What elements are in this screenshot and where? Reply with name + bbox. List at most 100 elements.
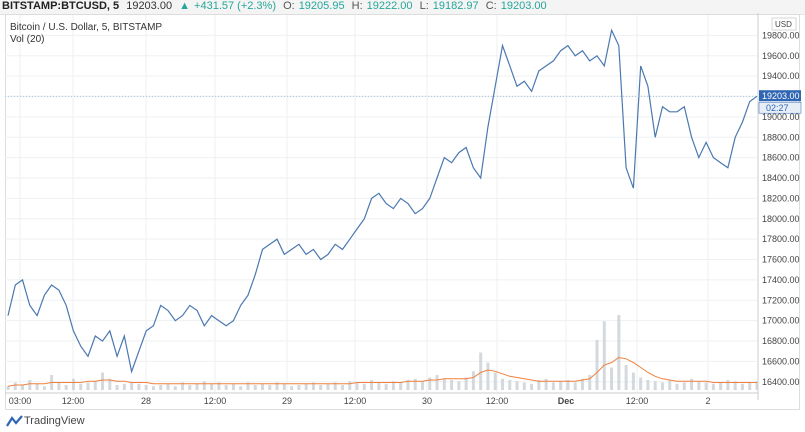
volume-bar	[551, 382, 555, 390]
volume-bar	[239, 386, 243, 390]
volume-bar	[660, 382, 664, 390]
y-tick-label: 19400.00	[762, 71, 800, 81]
volume-bar	[210, 383, 214, 390]
volume-bar	[602, 321, 606, 390]
volume-bar	[341, 385, 345, 390]
volume-bar	[486, 362, 490, 390]
volume-bar	[413, 378, 417, 390]
volume-bar	[493, 372, 497, 390]
y-tick-label: 17200.00	[762, 295, 800, 305]
y-tick-label: 16400.00	[762, 377, 800, 387]
volume-bar	[108, 378, 112, 390]
volume-bar	[159, 385, 163, 390]
currency-label: USD	[775, 20, 792, 29]
y-tick-label: 18800.00	[762, 132, 800, 142]
volume-bar	[217, 382, 221, 390]
tradingview-brand[interactable]: TradingView	[24, 415, 85, 427]
high-label: H:	[351, 0, 363, 12]
volume-bar	[297, 385, 301, 390]
chart-legend-title: Bitcoin / U.S. Dollar, 5, BITSTAMP	[10, 22, 163, 33]
volume-bar	[726, 380, 730, 390]
volume-bar	[588, 375, 592, 390]
volume-bar	[595, 340, 599, 390]
volume-bar	[311, 382, 315, 390]
close-label: C:	[485, 0, 497, 12]
volume-bar	[610, 367, 614, 390]
volume-bar	[181, 382, 185, 390]
volume-bar	[464, 377, 468, 390]
volume-ma-line	[7, 356, 757, 387]
price-chart[interactable]: 16400.00 16600.00 16800.00 17000.00 17200.00…	[0, 0, 805, 410]
volume-bar	[508, 380, 512, 390]
volume-bar	[639, 377, 643, 390]
volume-bar	[537, 380, 541, 390]
volume-bar	[377, 382, 381, 390]
x-tick-label: Dec	[558, 396, 575, 406]
price-line	[7, 28, 758, 374]
y-tick-label: 18200.00	[762, 193, 800, 203]
volume-bar	[631, 372, 635, 390]
chart-area[interactable]	[5, 14, 800, 410]
symbol-header: BITSTAMP:BTCUSD, 5 19203.00 ▲ +431.57 (+2…	[0, 0, 805, 15]
volume-bar	[653, 381, 657, 390]
volume-bar	[304, 383, 308, 390]
y-tick-label: 16600.00	[762, 356, 800, 366]
volume-bar	[755, 381, 759, 390]
volume-bar	[333, 382, 337, 390]
low-value: 19182.97	[432, 0, 479, 12]
y-tick-label: 18000.00	[762, 214, 800, 224]
volume-bar	[151, 386, 155, 390]
y-tick-label: 17600.00	[762, 255, 800, 265]
volume-bar	[544, 378, 548, 390]
volume-bar	[522, 382, 526, 390]
y-tick-label: 18400.00	[762, 173, 800, 183]
volume-bar	[224, 385, 228, 390]
countdown-bg	[758, 101, 802, 114]
x-tick-label: 12:00	[626, 396, 649, 406]
volume-bar	[391, 381, 395, 390]
volume-bar	[719, 382, 723, 390]
volume-bar	[559, 381, 563, 390]
volume-bar	[282, 383, 286, 390]
y-tick-label: 19800.00	[762, 30, 800, 40]
volume-bar	[42, 386, 46, 390]
volume-bar	[173, 386, 177, 390]
volume-bar	[246, 382, 250, 390]
x-tick-label: 30	[422, 396, 432, 406]
volume-bar	[682, 382, 686, 390]
x-tick-label: 12:00	[486, 396, 509, 406]
volume-bar	[580, 378, 584, 390]
volume-bar	[515, 381, 519, 390]
volume-bar	[428, 377, 432, 390]
volume-bar	[668, 380, 672, 390]
volume-bar	[479, 352, 483, 390]
symbol-name[interactable]: BITSTAMP:BTCUSD, 5	[2, 0, 120, 12]
volume-bar	[646, 380, 650, 390]
high-value: 19222.00	[366, 0, 413, 12]
volume-bar	[137, 383, 141, 390]
volume-bar	[740, 383, 744, 390]
volume-bar	[231, 383, 235, 390]
volume-bar	[101, 372, 105, 390]
y-tick-label: 19600.00	[762, 51, 800, 61]
low-label: L:	[419, 0, 429, 12]
volume-bar	[28, 380, 32, 390]
volume-bar	[457, 381, 461, 390]
volume-bar	[122, 383, 126, 390]
x-tick-label: 12:00	[204, 396, 227, 406]
y-tick-label: 18600.00	[762, 153, 800, 163]
price-tag-bg	[759, 90, 801, 102]
volume-bar	[35, 383, 39, 390]
volume-bar	[733, 381, 737, 390]
volume-bar	[326, 383, 330, 390]
volume-bar	[93, 381, 97, 390]
tradingview-logo-icon[interactable]	[6, 414, 24, 428]
y-tick-label: 17400.00	[762, 275, 800, 285]
volume-bar	[13, 382, 17, 390]
volume-bar	[195, 383, 199, 390]
volume-bar	[704, 382, 708, 390]
volume-bar	[530, 383, 534, 390]
volume-bar	[399, 382, 403, 390]
volume-bar	[86, 382, 90, 390]
volume-bar	[442, 378, 446, 390]
